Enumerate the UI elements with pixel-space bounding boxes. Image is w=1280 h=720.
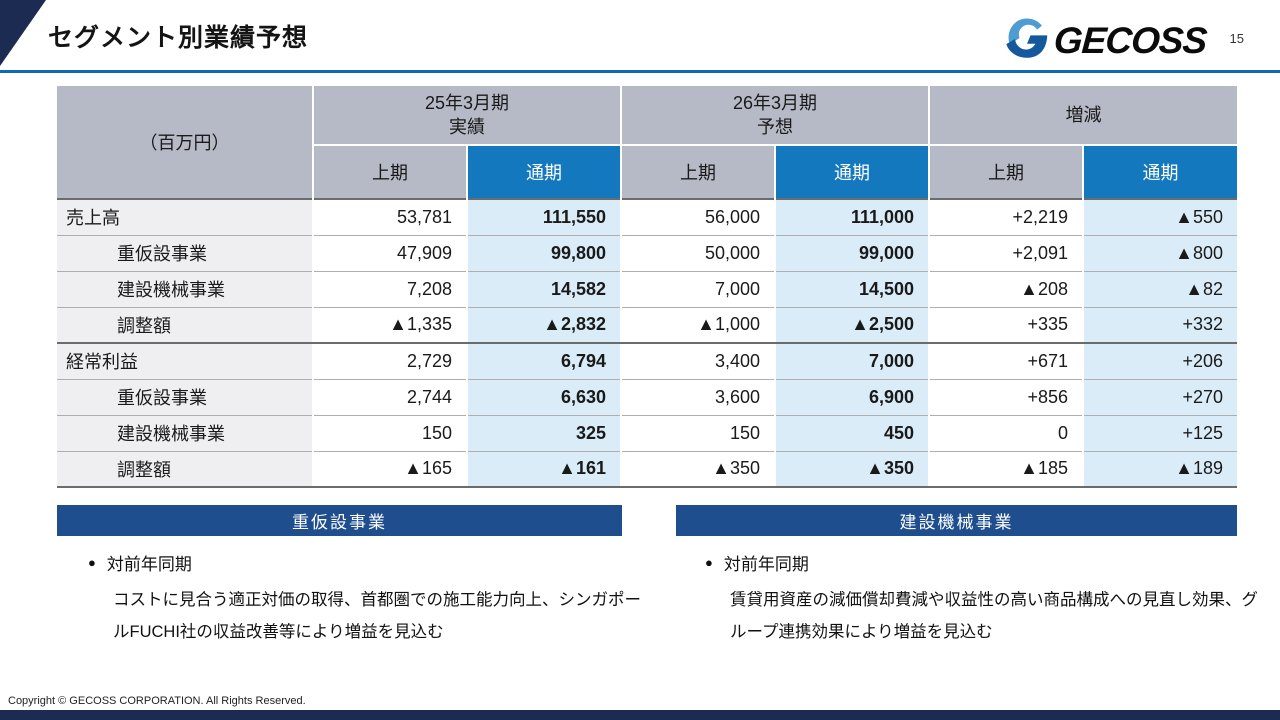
cell-value: 111,000	[774, 198, 930, 236]
cell-value: 7,000	[620, 271, 776, 308]
cell-value: 56,000	[620, 198, 776, 236]
banner-construction-machinery: 建設機械事業	[676, 505, 1237, 536]
cell-value: ▲82	[1082, 271, 1238, 308]
table-row: 調整額 ▲165 ▲161 ▲350 ▲350 ▲185 ▲189	[57, 451, 1238, 488]
sub-header-fy: 通期	[465, 144, 622, 199]
bullet-row: ● 対前年同期	[88, 550, 648, 575]
bullet-row: ● 対前年同期	[705, 550, 1265, 575]
cell-value: 150	[312, 415, 467, 452]
cell-value: +2,219	[928, 198, 1084, 236]
cell-value: +332	[1082, 307, 1238, 344]
sub-header-fy: 通期	[774, 144, 930, 199]
section-heavy-temporary: ● 対前年同期 コストに見合う適正対価の取得、首都圏での施工能力向上、シンガポー…	[88, 550, 648, 648]
cell-value: ▲800	[1082, 235, 1238, 272]
table-row: 重仮設事業 47,909 99,800 50,000 99,000 +2,091 ▲800	[57, 235, 1238, 272]
cell-value: 99,800	[465, 235, 622, 272]
row-label: 売上高	[57, 198, 313, 236]
section-body: コストに見合う適正対価の取得、首都圏での施工能力向上、シンガポールFUCHI社の…	[113, 591, 641, 642]
bullet-label: 対前年同期	[106, 555, 192, 574]
bullet-label: 対前年同期	[723, 555, 809, 574]
sub-header-fy: 通期	[1082, 144, 1238, 199]
cell-value: +206	[1082, 343, 1238, 380]
cell-value: 150	[620, 415, 776, 452]
cell-value: ▲165	[312, 451, 467, 488]
header-divider	[0, 70, 1280, 73]
cell-value: 14,500	[774, 271, 930, 308]
cell-value: 450	[774, 415, 930, 452]
table-row: 調整額 ▲1,335 ▲2,832 ▲1,000 ▲2,500 +335 +332	[57, 307, 1238, 344]
cell-value: 0	[928, 415, 1084, 452]
cell-value: ▲189	[1082, 451, 1238, 488]
col-group-fy25-actual: 25年3月期 実績	[311, 86, 622, 145]
cell-value: 53,781	[312, 198, 467, 236]
table-row: 建設機械事業 150 325 150 450 0 +125	[57, 415, 1238, 452]
cell-value: 50,000	[620, 235, 776, 272]
sub-header-h1: 上期	[928, 144, 1084, 199]
cell-value: ▲1,000	[620, 307, 776, 344]
bullet-icon: ●	[705, 555, 713, 570]
bottom-bar	[0, 710, 1280, 720]
cell-value: 2,744	[312, 379, 467, 416]
cell-value: 6,794	[465, 343, 622, 380]
col-group-fy26-forecast: 26年3月期 予想	[620, 86, 930, 145]
cell-value: 14,582	[465, 271, 622, 308]
cell-value: 99,000	[774, 235, 930, 272]
copyright-text: Copyright © GECOSS CORPORATION. All Righ…	[8, 695, 306, 707]
cell-value: ▲185	[928, 451, 1084, 488]
cell-value: ▲161	[465, 451, 622, 488]
row-label: 調整額	[57, 307, 313, 344]
banner-heavy-temporary: 重仮設事業	[57, 505, 622, 536]
cell-value: ▲208	[928, 271, 1084, 308]
table-row: 重仮設事業 2,744 6,630 3,600 6,900 +856 +270	[57, 379, 1238, 416]
cell-value: +125	[1082, 415, 1238, 452]
sub-header-h1: 上期	[620, 144, 776, 199]
cell-value: 7,000	[774, 343, 930, 380]
cell-value: 325	[465, 415, 622, 452]
cell-value: ▲1,335	[312, 307, 467, 344]
sub-header-row: 上期 通期 上期 通期 上期 通期	[57, 144, 1238, 199]
table-row: 経常利益 2,729 6,794 3,400 7,000 +671 +206	[57, 343, 1238, 380]
cell-value: +671	[928, 343, 1084, 380]
bullet-icon: ●	[88, 555, 96, 570]
cell-value: 6,900	[774, 379, 930, 416]
cell-value: +2,091	[928, 235, 1084, 272]
row-label: 重仮設事業	[57, 235, 313, 272]
cell-value: ▲350	[620, 451, 776, 488]
row-label: 重仮設事業	[57, 379, 313, 416]
table-row: 建設機械事業 7,208 14,582 7,000 14,500 ▲208 ▲82	[57, 271, 1238, 308]
gecoss-logo-text: GECOSS	[1052, 19, 1208, 61]
cell-value: 2,729	[312, 343, 467, 380]
cell-value: 47,909	[312, 235, 467, 272]
cell-value: ▲550	[1082, 198, 1238, 236]
corner-ribbon	[0, 0, 46, 66]
cell-value: +335	[928, 307, 1084, 344]
group-header-row: （百万円） 25年3月期 実績 26年3月期 予想 増減	[57, 86, 1238, 199]
section-construction-machinery: ● 対前年同期 賃貸用資産の減価償却費減や収益性の高い商品構成への見直し効果、グ…	[705, 550, 1265, 648]
unit-label: （百万円）	[57, 86, 313, 199]
page-title: セグメント別業績予想	[48, 24, 309, 52]
table-row: 売上高 53,781 111,550 56,000 111,000 +2,219 ▲550	[57, 198, 1238, 236]
gecoss-logo: GECOSS	[1005, 16, 1208, 65]
cell-value: +856	[928, 379, 1084, 416]
table-body: 売上高 53,781 111,550 56,000 111,000 +2,219 ▲550 重…	[57, 198, 1238, 488]
cell-value: ▲350	[774, 451, 930, 488]
cell-value: ▲2,500	[774, 307, 930, 344]
row-label: 調整額	[57, 451, 313, 488]
gecoss-logo-icon	[1005, 16, 1049, 65]
section-body: 賃貸用資産の減価償却費減や収益性の高い商品構成への見直し効果、グループ連携効果に…	[730, 591, 1258, 642]
row-label: 経常利益	[57, 343, 313, 380]
page-number: 15	[1229, 31, 1244, 46]
cell-value: 7,208	[312, 271, 467, 308]
row-label: 建設機械事業	[57, 415, 313, 452]
segment-forecast-table: （百万円） 25年3月期 実績 26年3月期 予想 増減 上期 通期 上期 通期…	[57, 86, 1238, 488]
cell-value: 111,550	[465, 198, 622, 236]
cell-value: 3,600	[620, 379, 776, 416]
sub-header-h1: 上期	[312, 144, 467, 199]
col-group-change: 増減	[928, 86, 1238, 145]
cell-value: +270	[1082, 379, 1238, 416]
cell-value: 6,630	[465, 379, 622, 416]
cell-value: 3,400	[620, 343, 776, 380]
row-label: 建設機械事業	[57, 271, 313, 308]
cell-value: ▲2,832	[465, 307, 622, 344]
